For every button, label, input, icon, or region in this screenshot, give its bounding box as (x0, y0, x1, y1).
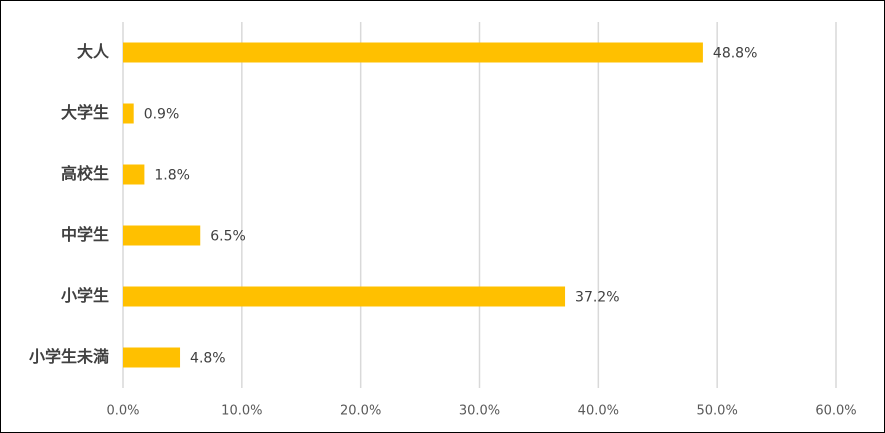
x-tick-label: 50.0% (697, 404, 738, 419)
data-label: 37.2% (575, 290, 619, 306)
data-label: 48.8% (713, 46, 757, 62)
x-tick-label: 30.0% (459, 404, 500, 419)
data-label: 0.9% (144, 107, 180, 123)
y-tick-label: 大人 (77, 42, 110, 61)
y-tick-label: 高校生 (61, 164, 109, 183)
bar (123, 286, 566, 307)
bar (123, 42, 703, 63)
x-tick-label: 60.0% (815, 404, 856, 419)
bar (123, 103, 134, 124)
data-label: 6.5% (210, 229, 246, 245)
x-tick-label: 40.0% (578, 404, 619, 419)
y-tick-label: 中学生 (61, 225, 109, 244)
bar (123, 164, 145, 185)
bar (123, 225, 201, 246)
x-tick-label: 0.0% (106, 404, 139, 419)
y-tick-label: 大学生 (61, 103, 109, 122)
data-label: 4.8% (190, 351, 226, 367)
data-label: 1.8% (154, 168, 190, 184)
x-tick-label: 10.0% (221, 404, 262, 419)
bar (123, 347, 181, 368)
y-tick-label: 小学生未満 (29, 347, 109, 366)
y-tick-label: 小学生 (61, 286, 109, 305)
x-tick-label: 20.0% (340, 404, 381, 419)
